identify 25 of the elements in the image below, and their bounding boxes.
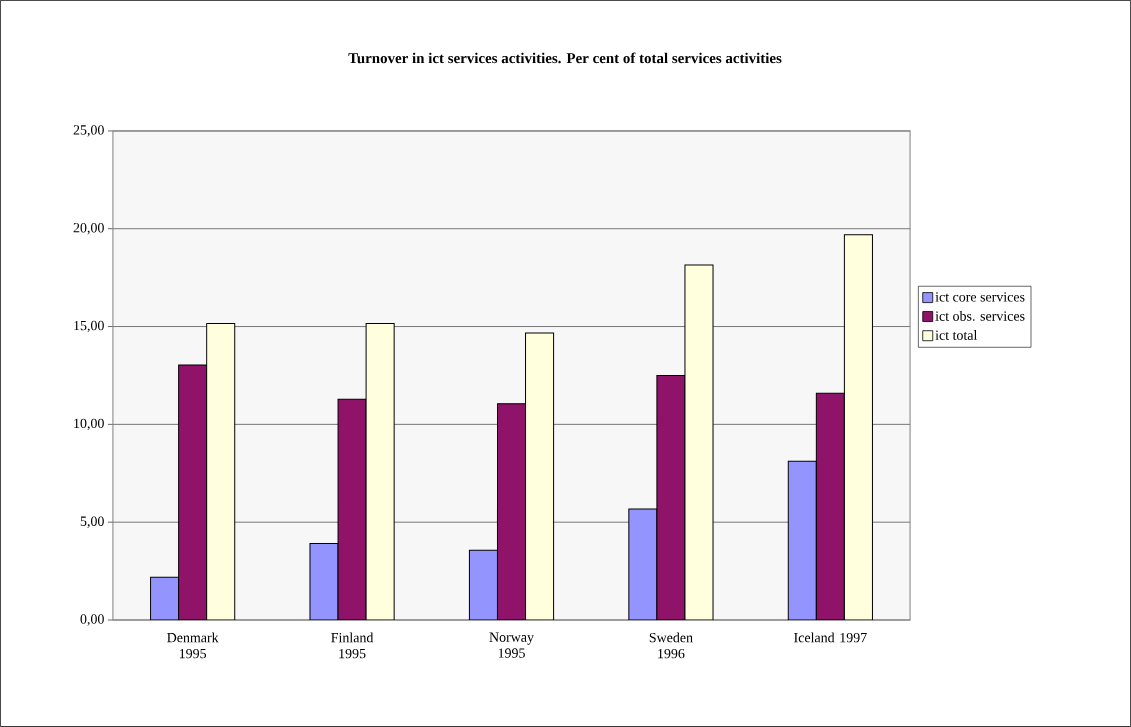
bar bbox=[496, 403, 527, 621]
bar bbox=[150, 576, 180, 621]
x-tick-label: Denmark 1995 bbox=[167, 632, 219, 659]
y-tick-label: 5,00 bbox=[80, 516, 104, 528]
x-tick-label: Finland 1995 bbox=[331, 632, 374, 659]
y-tick-label: 15,00 bbox=[74, 320, 104, 333]
x-tick-label: Norway 1995 bbox=[489, 632, 534, 658]
bar bbox=[309, 543, 339, 621]
bar bbox=[468, 549, 498, 621]
y-tick-label: 0,00 bbox=[80, 614, 104, 626]
bar bbox=[178, 364, 208, 621]
y-tick-label: 10,00 bbox=[74, 418, 104, 431]
bar bbox=[787, 460, 817, 621]
y-tick-label: 20,00 bbox=[73, 223, 104, 235]
x-tick-label: Sweden 1996 bbox=[649, 632, 693, 659]
legend-label: ict obs. services bbox=[935, 310, 1025, 321]
y-tick-label: 25,00 bbox=[73, 125, 104, 137]
bar bbox=[656, 374, 686, 621]
legend-label: ict total bbox=[935, 330, 978, 340]
chart-title: Turnover in ict services activities. Per cent of total services activities bbox=[348, 52, 782, 64]
bar bbox=[628, 508, 658, 621]
legend-label: ict core services bbox=[935, 292, 1025, 302]
x-tick-label: Iceland 1997 bbox=[794, 632, 867, 643]
bar bbox=[337, 398, 367, 621]
bar bbox=[815, 392, 845, 621]
